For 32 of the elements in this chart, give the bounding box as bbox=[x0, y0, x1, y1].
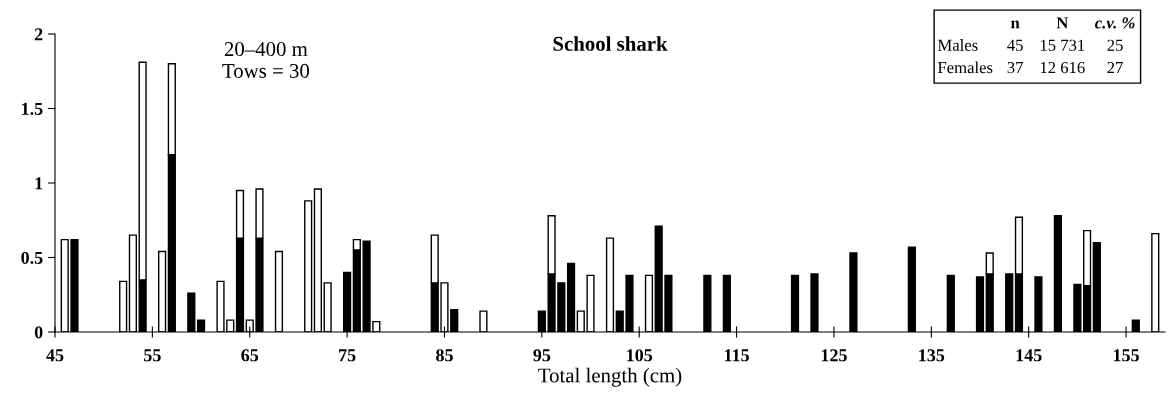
x-tick-label: 75 bbox=[339, 349, 356, 362]
annotation: Females bbox=[937, 61, 993, 74]
x-tick-label: 55 bbox=[144, 349, 161, 362]
x-tick-label: 115 bbox=[724, 349, 749, 362]
x-tick-label: 65 bbox=[241, 349, 259, 362]
annotation: 25 bbox=[1107, 39, 1123, 51]
annotation: Tows = 30 bbox=[222, 63, 310, 78]
annotation: 45 bbox=[1007, 39, 1023, 51]
annotation: 12 616 bbox=[1040, 61, 1085, 74]
x-tick-label: 155 bbox=[1113, 349, 1139, 362]
text: n bbox=[1010, 20, 1020, 29]
x-tick-label: 85 bbox=[436, 349, 453, 362]
chart-title: School shark bbox=[553, 36, 668, 51]
annotation: 37 bbox=[1007, 61, 1023, 74]
x-axis-title: Total length (cm) bbox=[538, 367, 682, 387]
x-tick-label: 45 bbox=[46, 349, 64, 362]
annotation: 15 731 bbox=[1040, 39, 1085, 51]
y-tick-label: 2 bbox=[34, 28, 43, 41]
y-tick-label: 1.5 bbox=[22, 102, 43, 116]
annotation: Males bbox=[937, 39, 978, 51]
y-tick-label: 0 bbox=[34, 326, 43, 339]
x-tick-label: 105 bbox=[627, 349, 653, 362]
text: N bbox=[1056, 17, 1069, 29]
annotation: 20–400 m bbox=[224, 42, 308, 57]
y-tick-label: 0.5 bbox=[21, 251, 43, 265]
x-tick-label: 135 bbox=[919, 349, 945, 362]
x-tick-label: 125 bbox=[821, 349, 847, 362]
annotation: 27 bbox=[1107, 61, 1123, 74]
text: c.v. % bbox=[1095, 17, 1135, 29]
y-tick-label: 1 bbox=[35, 177, 43, 190]
x-tick-label: 145 bbox=[1016, 349, 1042, 362]
x-tick-label: 95 bbox=[533, 349, 551, 362]
